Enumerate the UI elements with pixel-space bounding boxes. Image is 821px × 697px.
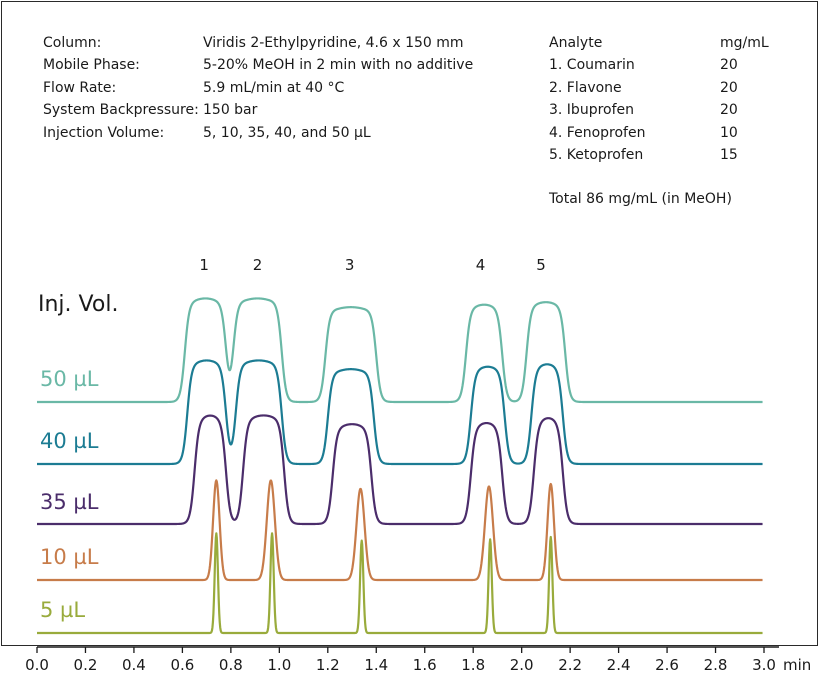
x-tick-label: 0.2 bbox=[74, 656, 98, 674]
peak-label: 1 bbox=[199, 256, 209, 274]
x-tick-label: 1.6 bbox=[413, 656, 437, 674]
x-tick-label: 3.0 bbox=[752, 656, 776, 674]
total-concentration: Total 86 mg/mL (in MeOH) bbox=[549, 191, 732, 207]
series-line bbox=[36, 359, 764, 466]
analyte-header-name: Analyte bbox=[549, 35, 603, 51]
analyte-name: 5. Ketoprofen bbox=[549, 147, 644, 164]
series-line bbox=[36, 414, 764, 526]
x-tick-label: 0.4 bbox=[122, 656, 146, 674]
condition-label: Injection Volume: bbox=[43, 124, 165, 141]
condition-value: 5.9 mL/min at 40 °C bbox=[203, 79, 345, 96]
x-tick-label: 2.2 bbox=[558, 656, 582, 674]
analyte-conc: 20 bbox=[720, 79, 738, 96]
series-label: 40 µL bbox=[40, 429, 99, 453]
series-label: 50 µL bbox=[40, 367, 99, 391]
x-tick-label: 1.4 bbox=[364, 656, 388, 674]
condition-label: Mobile Phase: bbox=[43, 57, 140, 74]
peak-label: 3 bbox=[345, 256, 355, 274]
x-tick-label: 0.0 bbox=[25, 656, 49, 674]
peak-label: 5 bbox=[536, 256, 546, 274]
condition-row: Flow Rate: 5.9 mL/min at 40 °C bbox=[43, 77, 473, 99]
condition-row: Mobile Phase: 5-20% MeOH in 2 min with no… bbox=[43, 54, 473, 76]
analyte-row: 4. Fenoprofen 10 bbox=[549, 122, 769, 144]
analyte-name: 3. Ibuprofen bbox=[549, 102, 635, 119]
analyte-row: 2. Flavone 20 bbox=[549, 77, 769, 99]
x-tick-label: 1.8 bbox=[461, 656, 485, 674]
analyte-header: Analyte mg/mL bbox=[549, 32, 769, 54]
series-label: 5 µL bbox=[40, 598, 85, 622]
analyte-conc: 20 bbox=[720, 57, 738, 74]
x-tick-label: 1.0 bbox=[267, 656, 291, 674]
conditions-block: Column: Viridis 2-Ethylpyridine, 4.6 x 15… bbox=[43, 32, 473, 144]
condition-value: Viridis 2-Ethylpyridine, 4.6 x 150 mm bbox=[203, 35, 464, 51]
analyte-row: 3. Ibuprofen 20 bbox=[549, 99, 769, 121]
x-tick-label: 2.0 bbox=[510, 656, 534, 674]
series-line bbox=[36, 532, 764, 635]
x-tick-label: 1.2 bbox=[316, 656, 340, 674]
analyte-row: 1. Coumarin 20 bbox=[549, 54, 769, 76]
x-tick-label: 0.6 bbox=[170, 656, 194, 674]
x-tick-label: 2.6 bbox=[655, 656, 679, 674]
inj-vol-label: Inj. Vol. bbox=[38, 292, 119, 317]
analyte-name: 1. Coumarin bbox=[549, 57, 635, 74]
condition-row: Column: Viridis 2-Ethylpyridine, 4.6 x 15… bbox=[43, 32, 473, 54]
condition-label: Flow Rate: bbox=[43, 79, 117, 96]
condition-row: System Backpressure: 150 bar bbox=[43, 99, 473, 121]
peak-label: 2 bbox=[253, 256, 263, 274]
peak-label: 4 bbox=[476, 256, 486, 274]
x-axis-label: min bbox=[783, 656, 811, 674]
condition-value: 5-20% MeOH in 2 min with no additive bbox=[203, 57, 474, 74]
x-tick-label: 2.4 bbox=[607, 656, 631, 674]
analyte-conc: 10 bbox=[720, 124, 738, 141]
analyte-table: Analyte mg/mL 1. Coumarin 20 2. Flavone 20 3… bbox=[549, 32, 769, 166]
condition-value: 5, 10, 35, 40, and 50 µL bbox=[203, 124, 371, 141]
condition-label: Column: bbox=[43, 35, 102, 51]
analyte-name: 2. Flavone bbox=[549, 79, 622, 96]
x-tick-label: 2.8 bbox=[704, 656, 728, 674]
analyte-conc: 20 bbox=[720, 102, 738, 119]
series-label: 10 µL bbox=[40, 545, 99, 569]
condition-value: 150 bar bbox=[203, 102, 258, 119]
series-label: 35 µL bbox=[40, 490, 99, 514]
analyte-name: 4. Fenoprofen bbox=[549, 124, 646, 141]
analyte-header-conc: mg/mL bbox=[720, 35, 769, 51]
analyte-conc: 15 bbox=[720, 147, 738, 164]
analyte-row: 5. Ketoprofen 15 bbox=[549, 144, 769, 166]
chart-frame bbox=[1, 1, 818, 646]
condition-row: Injection Volume: 5, 10, 35, 40, and 50 µ… bbox=[43, 122, 473, 144]
condition-label: System Backpressure: bbox=[43, 102, 199, 119]
series-line bbox=[36, 297, 764, 404]
series-line bbox=[36, 479, 764, 582]
x-tick-label: 0.8 bbox=[219, 656, 243, 674]
